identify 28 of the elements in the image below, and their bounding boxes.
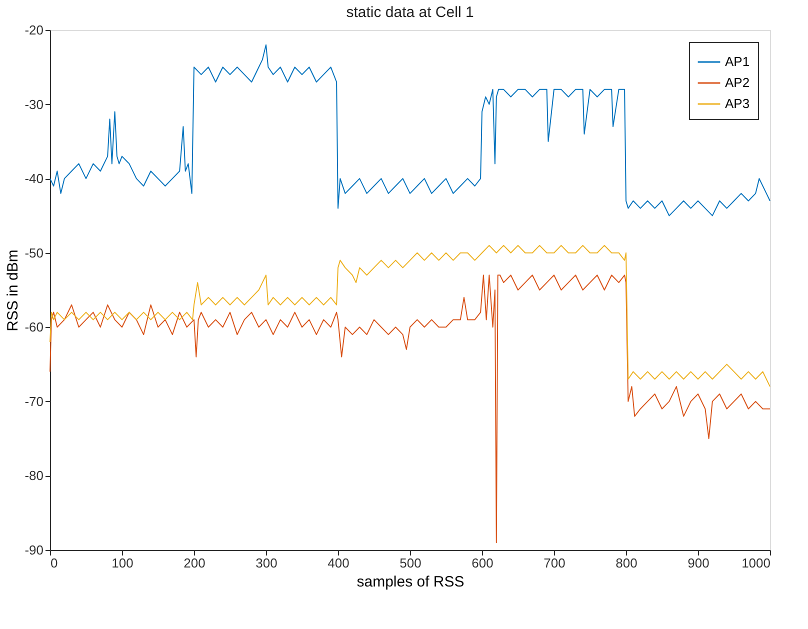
y-tick-label: -70 [24, 394, 44, 409]
y-tick-label: -90 [24, 542, 44, 558]
x-tick-label: 800 [616, 556, 638, 570]
line-series [50, 244, 770, 388]
line-series [50, 44, 770, 216]
y-tick-label: -80 [24, 468, 44, 484]
x-tick-label: 700 [544, 556, 566, 570]
x-tick-label: 600 [472, 556, 494, 570]
x-tick-label: 100 [112, 556, 134, 570]
y-tick-label: -50 [24, 245, 44, 260]
x-tick-label: 1000 [742, 556, 770, 570]
x-axis-title: samples of RSS [356, 574, 464, 590]
y-tick-label: -60 [24, 320, 44, 335]
legend-label: AP2 [725, 75, 750, 90]
y-tick-label: -40 [24, 171, 44, 186]
x-tick-label: 300 [256, 556, 278, 570]
x-tick-label: 400 [328, 556, 350, 570]
legend-label: AP1 [725, 54, 750, 69]
chart-title: static data at Cell 1 [346, 4, 474, 21]
y-tick-label: -30 [24, 96, 44, 112]
x-tick-label: 200 [184, 556, 206, 570]
x-tick-label: 900 [688, 556, 710, 570]
x-tick-label: 0 [50, 556, 58, 570]
y-axis-title: RSS in dBm [4, 250, 22, 332]
x-tick-label: 500 [400, 556, 422, 570]
line-series [50, 274, 770, 544]
legend-label: AP3 [725, 96, 750, 111]
y-tick-label: -20 [24, 22, 44, 38]
